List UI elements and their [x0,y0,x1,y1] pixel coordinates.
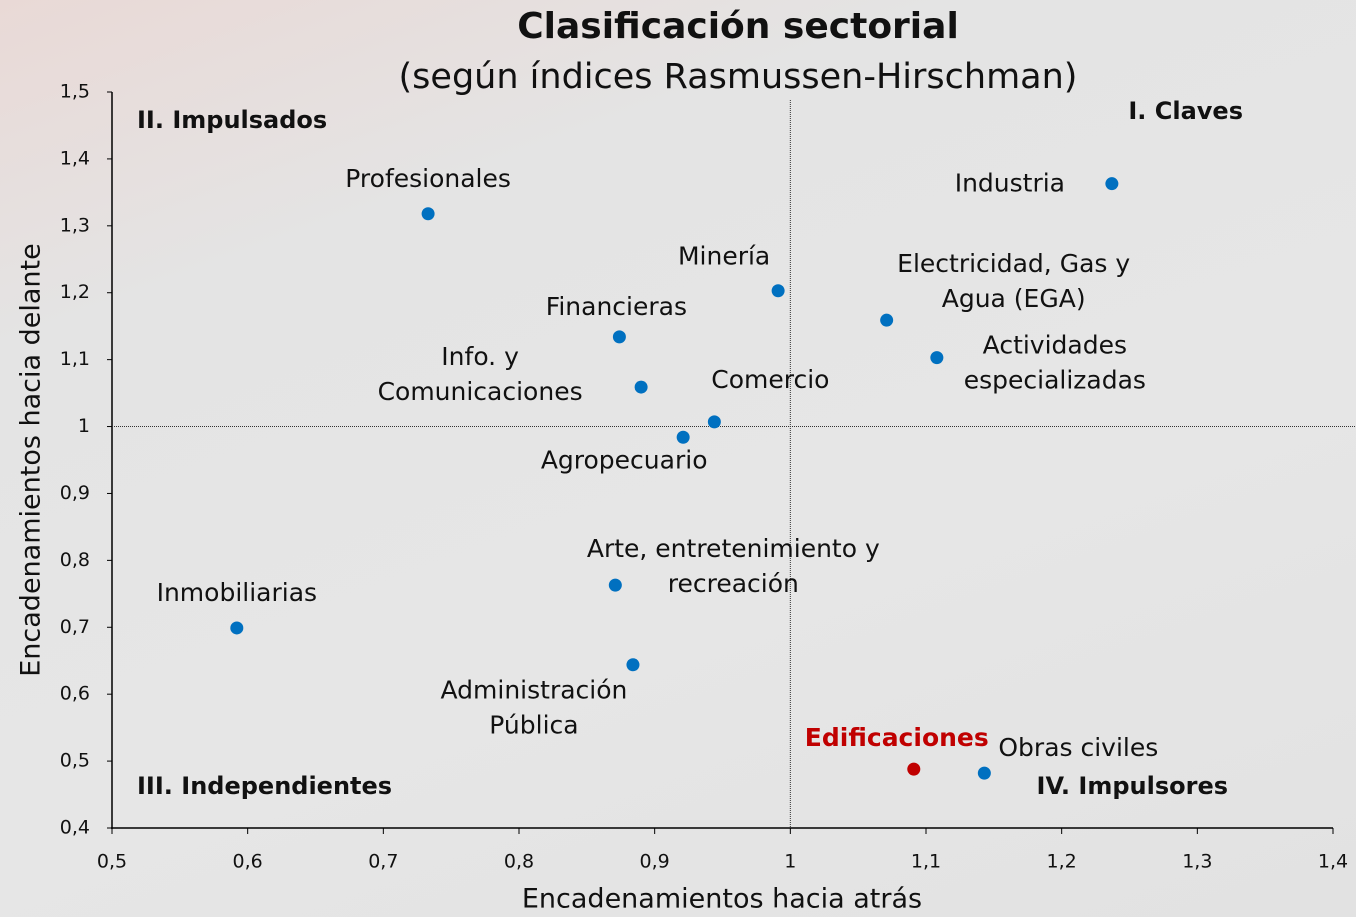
x-tick-label: 0,7 [368,851,398,873]
x-tick-label: 1,3 [1182,851,1212,873]
point [635,381,648,394]
x-tick-label: 0,9 [640,851,670,873]
point-label: especializadas [964,366,1146,395]
x-tick-label: 0,6 [233,851,263,873]
chart-title: Clasificación sectorial [517,6,959,47]
y-tick-label: 0,4 [60,817,90,839]
point-label: Actividades [983,331,1127,360]
y-axis-title: Encadenamientos hacia delante [16,243,47,677]
point [613,330,626,343]
point-label: Pública [489,711,578,740]
point [422,207,435,220]
point [609,579,622,592]
point [230,621,243,634]
point-label: Obras civiles [998,733,1158,762]
point-label: Arte, entretenimiento y [587,534,880,563]
y-tick-label: 1,5 [60,81,90,103]
x-tick-label: 0,8 [504,851,534,873]
point-label: Edificaciones [805,723,989,752]
y-tick-label: 1,4 [60,147,90,169]
quadrant-label: IV. Impulsores [1037,772,1228,800]
point-label: Administración [441,676,628,705]
point-label: Info. y [441,342,519,371]
point [626,658,639,671]
y-tick-label: 0,8 [60,549,90,571]
x-tick-label: 1 [784,851,796,873]
x-tick-label: 1,1 [911,851,941,873]
x-tick-label: 0,5 [97,851,127,873]
point-label: Comercio [711,365,829,394]
chart-subtitle: (según índices Rasmussen-Hirschman) [399,57,1078,97]
x-tick-label: 1,4 [1318,851,1348,873]
point-label: Agropecuario [541,445,708,474]
point [772,284,785,297]
point [907,763,920,776]
point [880,314,893,327]
y-tick-label: 0,7 [60,616,90,638]
quadrant-label: III. Independientes [137,772,392,800]
point-label: Profesionales [345,164,511,193]
point [1105,177,1118,190]
point [708,415,721,428]
x-tick-label: 1,2 [1047,851,1077,873]
y-tick-label: 1,2 [60,281,90,303]
point-label: Industria [955,169,1065,198]
quadrant-label: I. Claves [1128,97,1243,125]
quadrant-label: II. Impulsados [137,106,327,134]
point [930,351,943,364]
point [978,767,991,780]
point-label: recreación [668,569,799,598]
y-tick-label: 0,9 [60,482,90,504]
y-tick-label: 1 [78,415,90,437]
point-label: Comunicaciones [378,377,583,406]
point-label: Minería [678,242,770,271]
y-tick-label: 1,1 [60,348,90,370]
chart: Clasificación sectorial (según índices R… [0,0,1356,917]
y-tick-label: 0,5 [60,750,90,772]
y-tick-label: 1,3 [60,214,90,236]
point-label: Financieras [546,292,687,321]
point [677,431,690,444]
point-label: Agua (EGA) [942,284,1086,313]
point-label: Inmobiliarias [157,578,317,607]
y-tick-label: 0,6 [60,683,90,705]
x-axis-title: Encadenamientos hacia atrás [522,884,922,915]
point-label: Electricidad, Gas y [897,249,1130,278]
